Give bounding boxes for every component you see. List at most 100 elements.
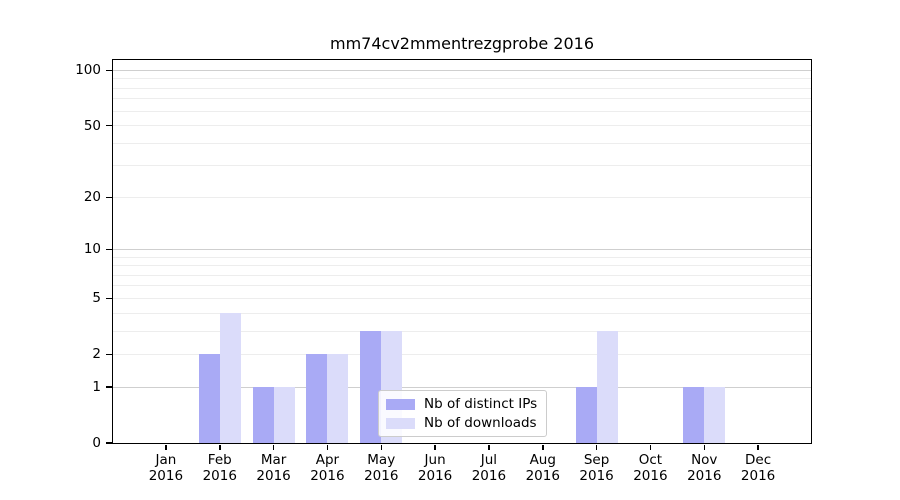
y-axis-tick-label: 0 [92,435,101,451]
x-axis-tick-label: Mar 2016 [242,452,306,484]
x-label-month: Mar [260,452,287,468]
x-axis-tick-label: May 2016 [349,452,413,484]
gridline-minor [113,87,811,89]
x-label-month: Aug [529,452,556,468]
gridline-minor [113,196,811,198]
x-label-year: 2016 [202,468,237,484]
x-label-month: Oct [638,452,663,468]
gridline-major [113,386,811,388]
gridline-minor [113,142,811,144]
x-axis-tick [434,444,436,450]
gridline-minor [113,330,811,332]
x-axis-tick-label: Feb 2016 [188,452,252,484]
gridline-minor [113,312,811,314]
x-axis-tick [488,444,490,450]
legend-entry-downloads: Nb of downloads [386,415,537,431]
x-label-month: Jul [480,452,498,468]
x-label-year: 2016 [687,468,722,484]
x-label-month: Feb [207,452,232,468]
bar-distinct-ips [360,331,382,443]
x-axis-tick [380,444,382,450]
x-label-month: Jan [155,452,177,468]
y-axis-tick-label: 100 [75,62,101,79]
gridline-minor [113,78,811,80]
gridline-minor [113,110,811,112]
legend-label-downloads: Nb of downloads [424,415,537,431]
x-axis-tick [595,444,598,450]
x-axis-tick-label: Oct 2016 [618,452,682,484]
legend-entry-distinct-ips: Nb of distinct IPs [386,396,537,412]
x-axis-tick-label: Aug 2016 [511,452,575,484]
x-label-month: Apr [315,452,340,468]
gridline-minor [113,285,811,287]
x-label-year: 2016 [417,468,453,484]
bar-distinct-ips [252,387,274,443]
x-label-year: 2016 [364,468,399,484]
x-axis-tick-label: Apr 2016 [295,452,359,484]
bar-downloads [704,387,726,443]
x-axis-tick-label: Nov 2016 [672,452,736,484]
bar-distinct-ips [198,354,220,443]
legend-label-distinct-ips: Nb of distinct IPs [424,396,538,412]
x-axis-tick-label: Sep 2016 [565,452,629,484]
legend-swatch-distinct-ips [386,398,415,410]
x-axis-tick [649,444,652,450]
x-label-year: 2016 [148,468,184,484]
gridline-minor [113,256,811,258]
bar-downloads [219,313,241,443]
x-label-month: Dec [745,452,772,468]
gridline-minor [113,98,811,100]
gridline-minor [113,274,811,276]
x-axis-tick [757,444,759,450]
y-axis-tick [106,386,112,388]
x-label-month: May [367,452,396,468]
bar-distinct-ips [575,387,597,443]
y-axis-tick-label: 20 [83,189,101,206]
x-axis-tick-label: Jan 2016 [134,452,198,484]
x-axis-tick [703,444,705,450]
x-label-year: 2016 [525,468,560,484]
bar-distinct-ips [683,387,705,443]
gridline-minor [113,297,811,299]
bar-downloads [273,387,295,443]
x-axis-tick [219,444,221,450]
legend: Nb of distinct IPs Nb of downloads [378,390,548,437]
gridline-minor [113,125,811,127]
x-label-year: 2016 [633,468,668,484]
y-axis-tick-label: 5 [92,290,101,307]
x-axis-tick [165,444,167,450]
x-axis-tick-label: Dec 2016 [726,452,790,484]
y-axis-tick [106,442,112,444]
x-label-month: Sep [583,452,610,468]
gridline-major [113,69,811,71]
x-label-year: 2016 [579,468,614,484]
y-axis-tick [106,196,112,198]
gridline-major [113,248,811,250]
x-label-year: 2016 [471,468,507,484]
bar-downloads [327,354,349,443]
y-axis-tick [106,248,112,251]
y-axis-tick [106,297,112,300]
y-axis-tick [106,353,112,356]
x-label-month: Nov [691,452,718,468]
x-axis-tick [326,444,329,450]
y-axis-tick-label: 1 [92,379,101,396]
x-label-year: 2016 [256,468,291,484]
x-label-month: Jun [424,452,446,468]
y-axis-tick-label: 2 [92,346,101,363]
x-axis-tick-label: Jun 2016 [403,452,467,484]
y-axis-tick-label: 50 [83,117,101,134]
legend-swatch-downloads [386,417,415,429]
y-axis-tick [106,69,112,72]
gridline-minor [113,265,811,267]
bar-downloads [596,331,618,443]
y-axis-tick-label: 10 [83,241,101,258]
x-axis-tick-label: Jul 2016 [457,452,521,484]
plot-area: Nb of distinct IPs Nb of downloads 0 1 2 5 1… [75,59,812,484]
gridline-minor [113,353,811,355]
x-axis-tick [272,444,275,450]
y-axis-tick [106,124,112,127]
chart-title: mm74cv2mmentrezgprobe 2016 [329,34,594,53]
gridline-minor [113,165,811,167]
